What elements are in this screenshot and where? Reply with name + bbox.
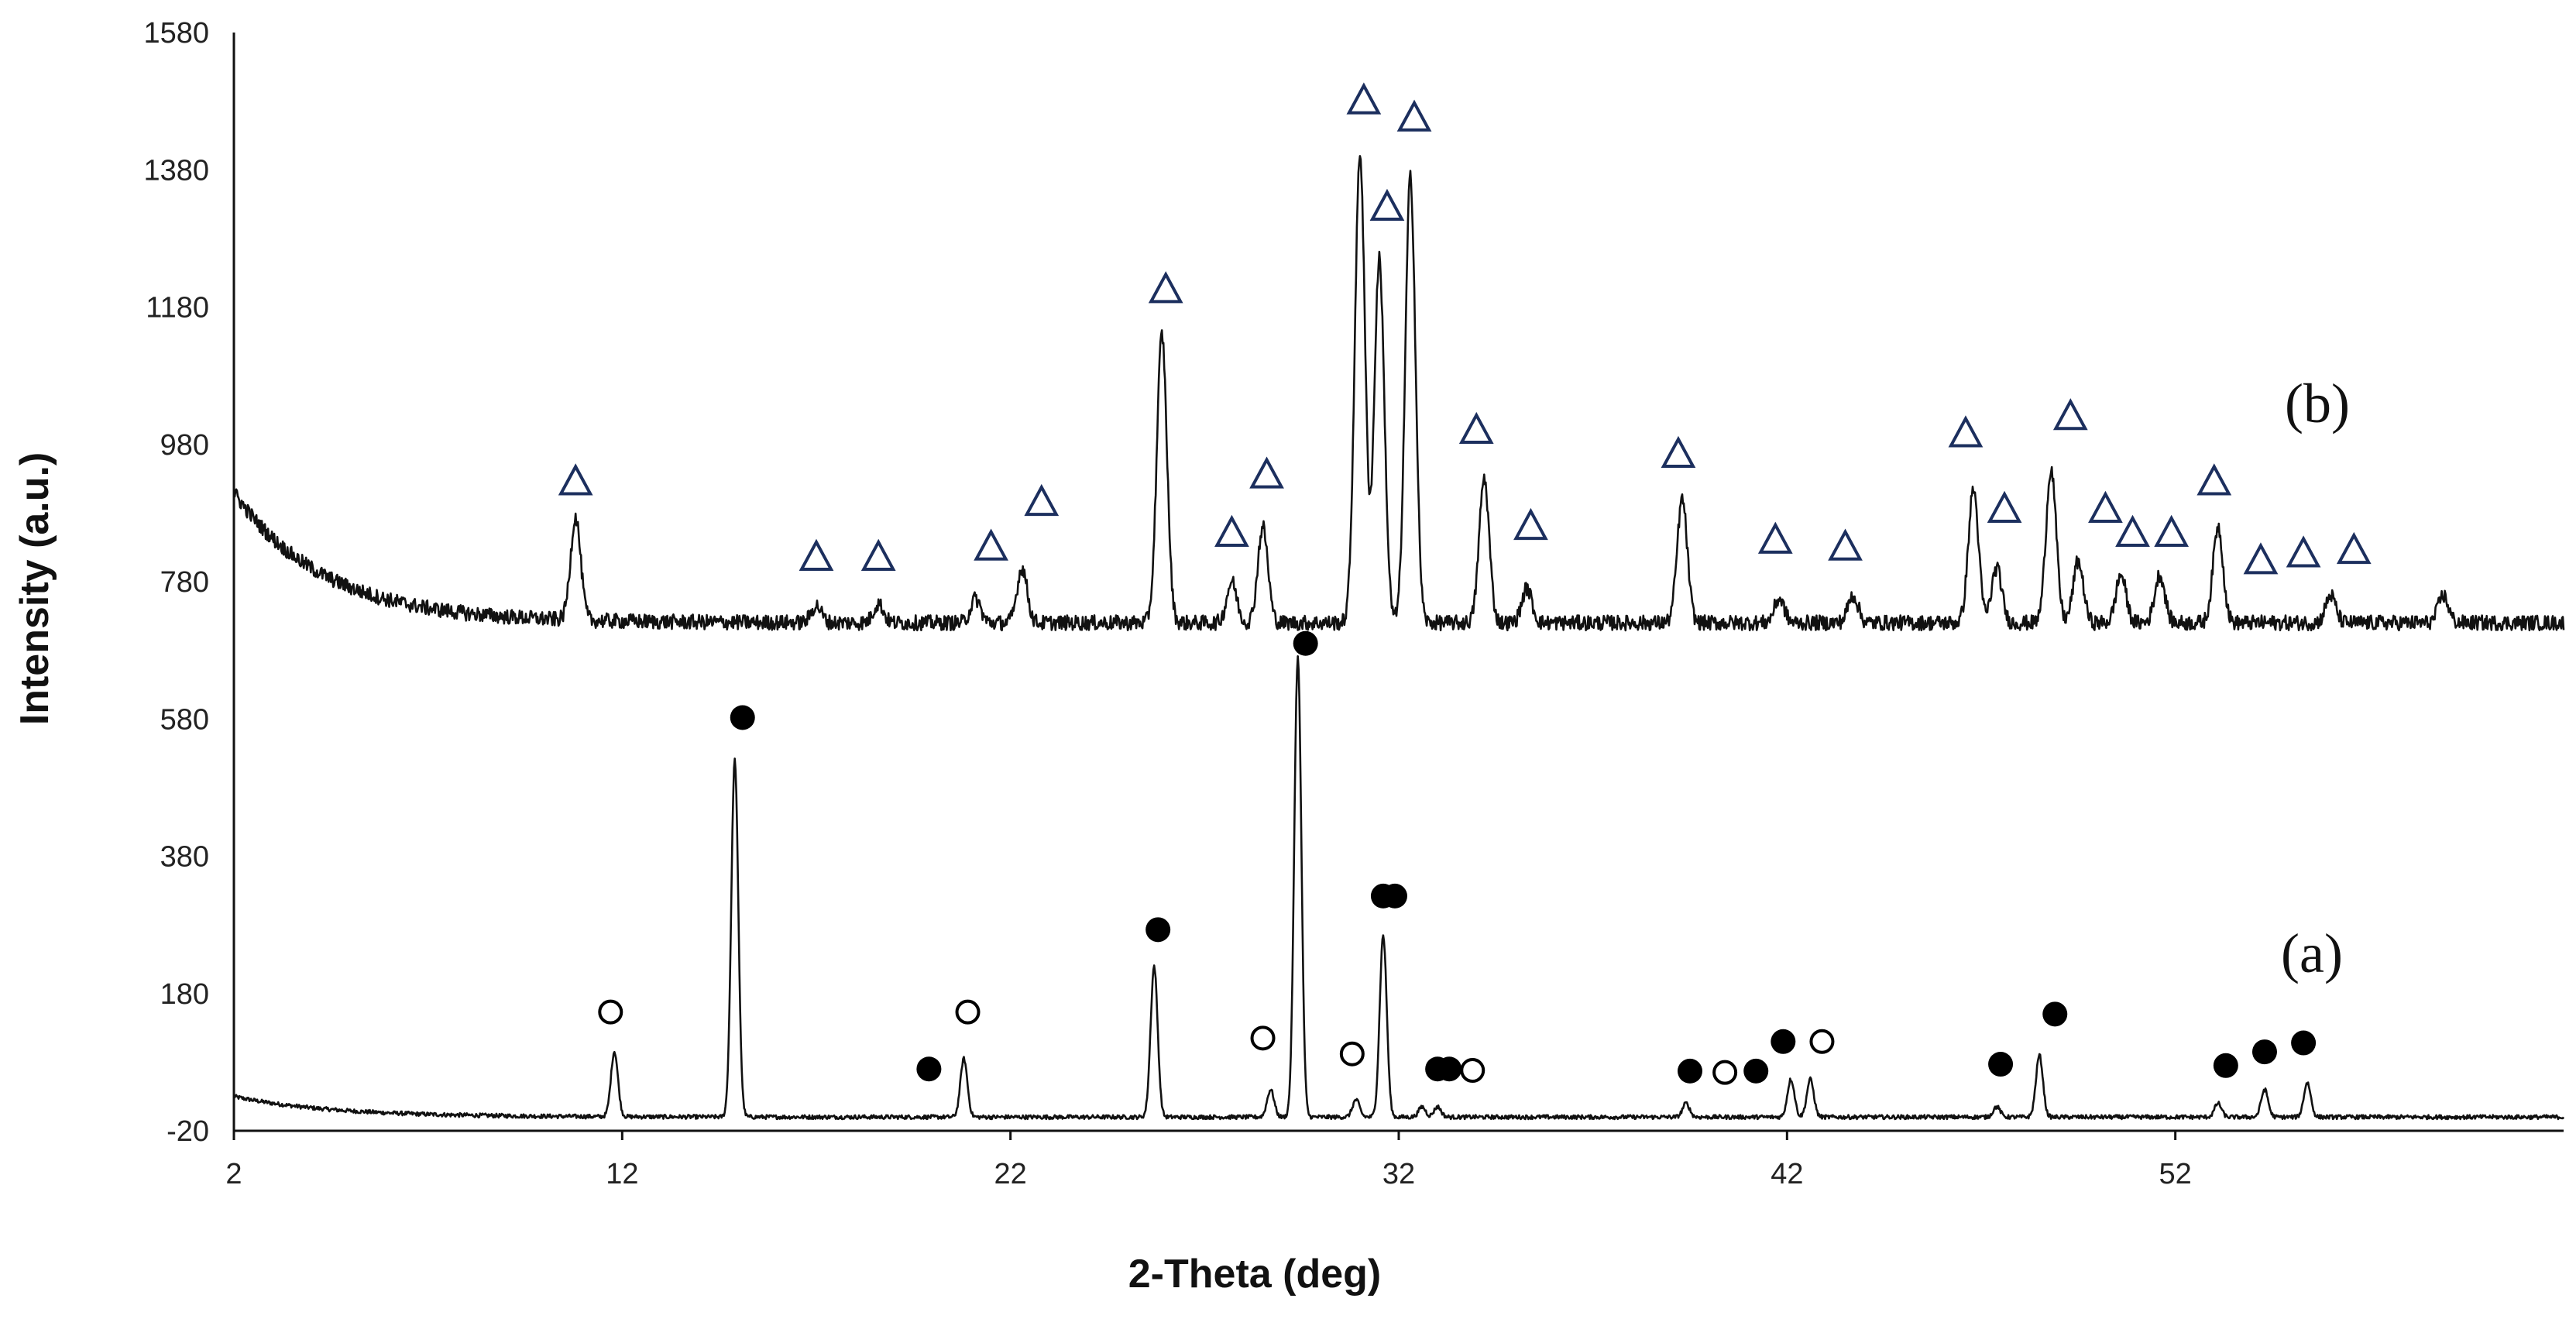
filled-circle-marker <box>1743 1058 1769 1084</box>
triangle-marker <box>2154 514 2190 547</box>
triangle-marker <box>1987 490 2022 523</box>
triangle-marker <box>860 538 896 571</box>
filled-circle-marker <box>2042 1001 2068 1027</box>
x-tick-label: 32 <box>1382 1158 1415 1190</box>
series-trace-a <box>232 654 2565 1121</box>
y-tick-label: 980 <box>160 429 209 462</box>
x-tick-label: 42 <box>1771 1158 1803 1190</box>
open-circle-marker <box>1339 1041 1365 1067</box>
filled-circle-marker <box>1145 917 1171 943</box>
triangle-marker <box>974 528 1008 561</box>
triangle-marker <box>1458 411 1494 445</box>
triangle-marker <box>1396 99 1432 132</box>
triangle-marker <box>2336 531 2372 565</box>
y-axis-title: Intensity (a.u.) <box>12 452 57 725</box>
panel-label-b: (b) <box>2285 373 2350 435</box>
open-circle-marker <box>1712 1060 1738 1085</box>
filled-circle-marker <box>2291 1030 2317 1056</box>
series-trace-b <box>233 155 2565 632</box>
panel-label-a: (a) <box>2281 922 2343 984</box>
filled-circle-marker <box>730 705 755 730</box>
marker-layer <box>558 82 2372 1085</box>
filled-circle-marker <box>1771 1029 1796 1054</box>
triangle-marker <box>2286 535 2321 568</box>
triangle-marker <box>1346 82 1382 115</box>
y-tick-label: 1180 <box>146 292 209 325</box>
y-tick-labels: -20 180 380 580 780 980 1180 1380 1580 <box>143 17 209 1148</box>
triangle-marker <box>1148 271 1183 304</box>
triangle-marker <box>1757 521 1793 554</box>
triangle-marker <box>1513 507 1548 541</box>
triangle-marker <box>1369 188 1405 221</box>
triangle-marker <box>2052 398 2088 431</box>
filled-circle-marker <box>2213 1053 2238 1078</box>
filled-circle-marker <box>1382 883 1407 909</box>
triangle-marker <box>1661 435 1696 469</box>
triangle-marker <box>799 538 834 571</box>
x-axis-title: 2-Theta (deg) <box>1128 1252 1381 1297</box>
filled-circle-marker <box>916 1056 942 1082</box>
y-tick-label: -20 <box>167 1115 209 1148</box>
filled-circle-marker <box>1437 1056 1462 1082</box>
x-tick-labels: 2 12 22 32 42 52 <box>225 1131 2192 1190</box>
filled-circle-marker <box>1678 1058 1702 1084</box>
triangle-marker <box>2196 463 2232 496</box>
x-tick-label: 2 <box>225 1158 242 1190</box>
triangle-marker <box>1249 456 1284 489</box>
triangle-marker <box>2115 514 2150 547</box>
triangle-marker <box>2243 542 2279 575</box>
open-circle-marker <box>955 999 981 1025</box>
triangle-marker <box>1024 483 1060 517</box>
filled-circle-marker <box>1293 630 1318 656</box>
x-tick-label: 22 <box>994 1158 1027 1190</box>
open-circle-marker <box>1250 1025 1276 1051</box>
y-tick-label: 1380 <box>143 154 209 187</box>
triangle-marker <box>558 463 593 496</box>
trace-layer <box>232 155 2565 1121</box>
y-tick-label: 380 <box>160 841 209 874</box>
triangle-marker <box>1214 514 1249 547</box>
open-circle-marker <box>1809 1029 1835 1054</box>
y-tick-label: 780 <box>160 566 209 599</box>
x-tick-label: 52 <box>2159 1158 2192 1190</box>
open-circle-marker <box>1460 1058 1485 1084</box>
y-tick-label: 580 <box>160 703 209 736</box>
y-tick-label: 1580 <box>143 17 209 50</box>
open-circle-marker <box>598 999 623 1025</box>
filled-circle-marker <box>1988 1052 2014 1077</box>
filled-circle-marker <box>2251 1039 2277 1065</box>
triangle-marker <box>1948 415 1984 448</box>
y-tick-label: 180 <box>160 978 209 1011</box>
triangle-marker <box>1828 528 1863 561</box>
triangle-marker <box>2088 490 2123 523</box>
x-tick-label: 12 <box>606 1158 638 1190</box>
